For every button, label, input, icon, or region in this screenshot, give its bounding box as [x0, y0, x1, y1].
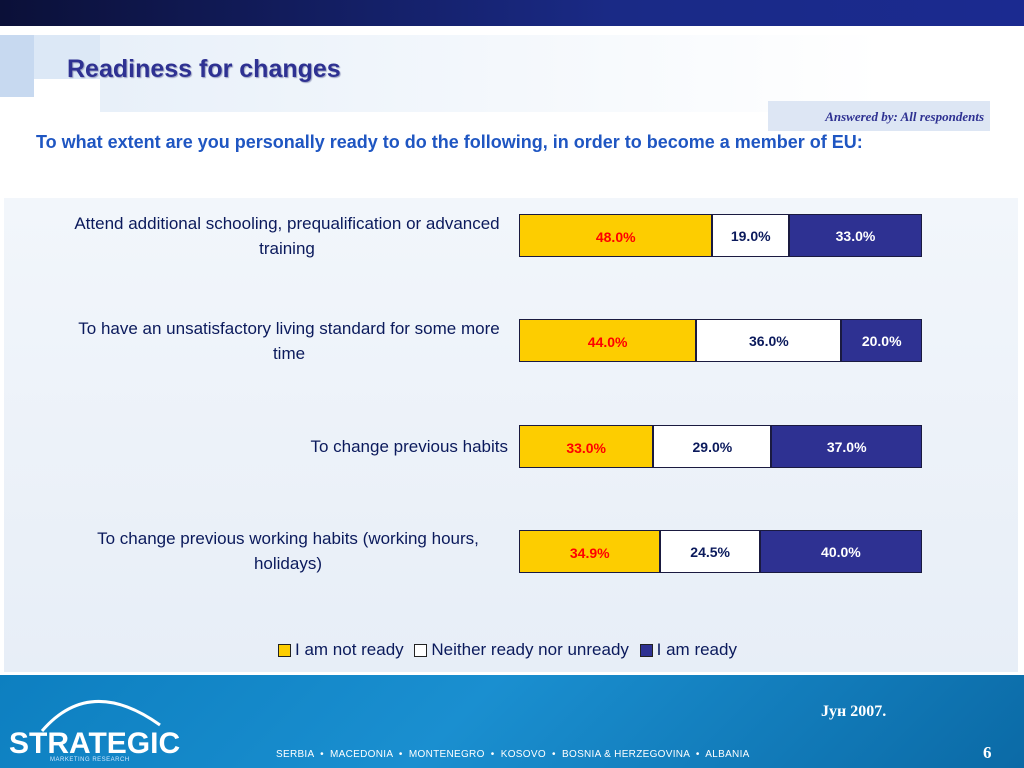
legend-label-neutral: Neither ready nor unready: [431, 640, 629, 659]
decorative-square-large: [0, 35, 34, 97]
bar-neutral-3: 29.0%: [653, 425, 772, 468]
data-label-ready-1: 33.0%: [835, 228, 876, 244]
data-label-not-ready-4: 34.9%: [569, 545, 610, 561]
data-label-neutral-1: 19.0%: [730, 228, 771, 244]
bar-not-ready-4: 34.9%: [519, 530, 661, 573]
data-label-not-ready-1: 48.0%: [595, 229, 636, 245]
bar-not-ready-3: 33.0%: [519, 425, 654, 468]
bar-ready-1: 33.0%: [789, 214, 922, 257]
bar-ready-2: 20.0%: [841, 319, 922, 362]
bar-ready-4: 40.0%: [759, 530, 922, 573]
category-label-4: To change previous working habits (worki…: [97, 529, 479, 573]
category-label-3: To change previous habits: [310, 437, 508, 456]
company-logo: STRATEGIC: [9, 727, 181, 760]
bar-neutral-1: 19.0%: [712, 214, 789, 257]
data-label-ready-4: 40.0%: [821, 544, 861, 560]
decorative-band: [100, 35, 1020, 112]
data-label-ready-3: 37.0%: [826, 439, 867, 455]
page-number: 6: [983, 743, 992, 762]
answered-by-note: Answered by: All respondents: [768, 101, 990, 131]
slide-date: Јун 2007.: [821, 703, 887, 720]
legend-label-ready: I am ready: [656, 640, 737, 659]
data-label-neutral-2: 36.0%: [749, 333, 789, 349]
company-logo-subtitle: MARKETING RESEARCH: [50, 757, 130, 763]
footer-bar: [0, 675, 1024, 768]
data-label-not-ready-3: 33.0%: [566, 440, 607, 456]
legend-swatch-ready: [639, 644, 653, 658]
bar-not-ready-1: 48.0%: [519, 214, 713, 257]
bar-ready-3: 37.0%: [771, 425, 922, 468]
countries-list: SERBIA • MACEDONIA • MONTENEGRO • KOSOVO…: [276, 749, 750, 760]
data-label-ready-2: 20.0%: [861, 333, 902, 349]
slide-title: Readiness for changes: [67, 55, 341, 83]
category-label-2: To have an unsatisfactory living standar…: [78, 319, 500, 363]
bar-neutral-4: 24.5%: [660, 530, 760, 573]
data-label-not-ready-2: 44.0%: [587, 334, 628, 350]
data-label-neutral-3: 29.0%: [692, 439, 733, 455]
question-text: To what extent are you personally ready …: [36, 132, 863, 152]
legend-swatch-neutral: [414, 644, 428, 658]
decorative-square-small: [34, 35, 100, 79]
bar-neutral-2: 36.0%: [696, 319, 842, 362]
top-bar: [0, 0, 1024, 26]
chart-legend: I am not ready Neither ready nor unready…: [278, 640, 737, 660]
bar-not-ready-2: 44.0%: [519, 319, 697, 362]
legend-swatch-not-ready: [278, 644, 291, 658]
legend-label-not-ready: I am not ready: [295, 640, 404, 659]
data-label-neutral-4: 24.5%: [690, 544, 730, 560]
category-label-1: Attend additional schooling, prequalific…: [74, 214, 500, 258]
logo-arc-icon: [40, 699, 161, 732]
